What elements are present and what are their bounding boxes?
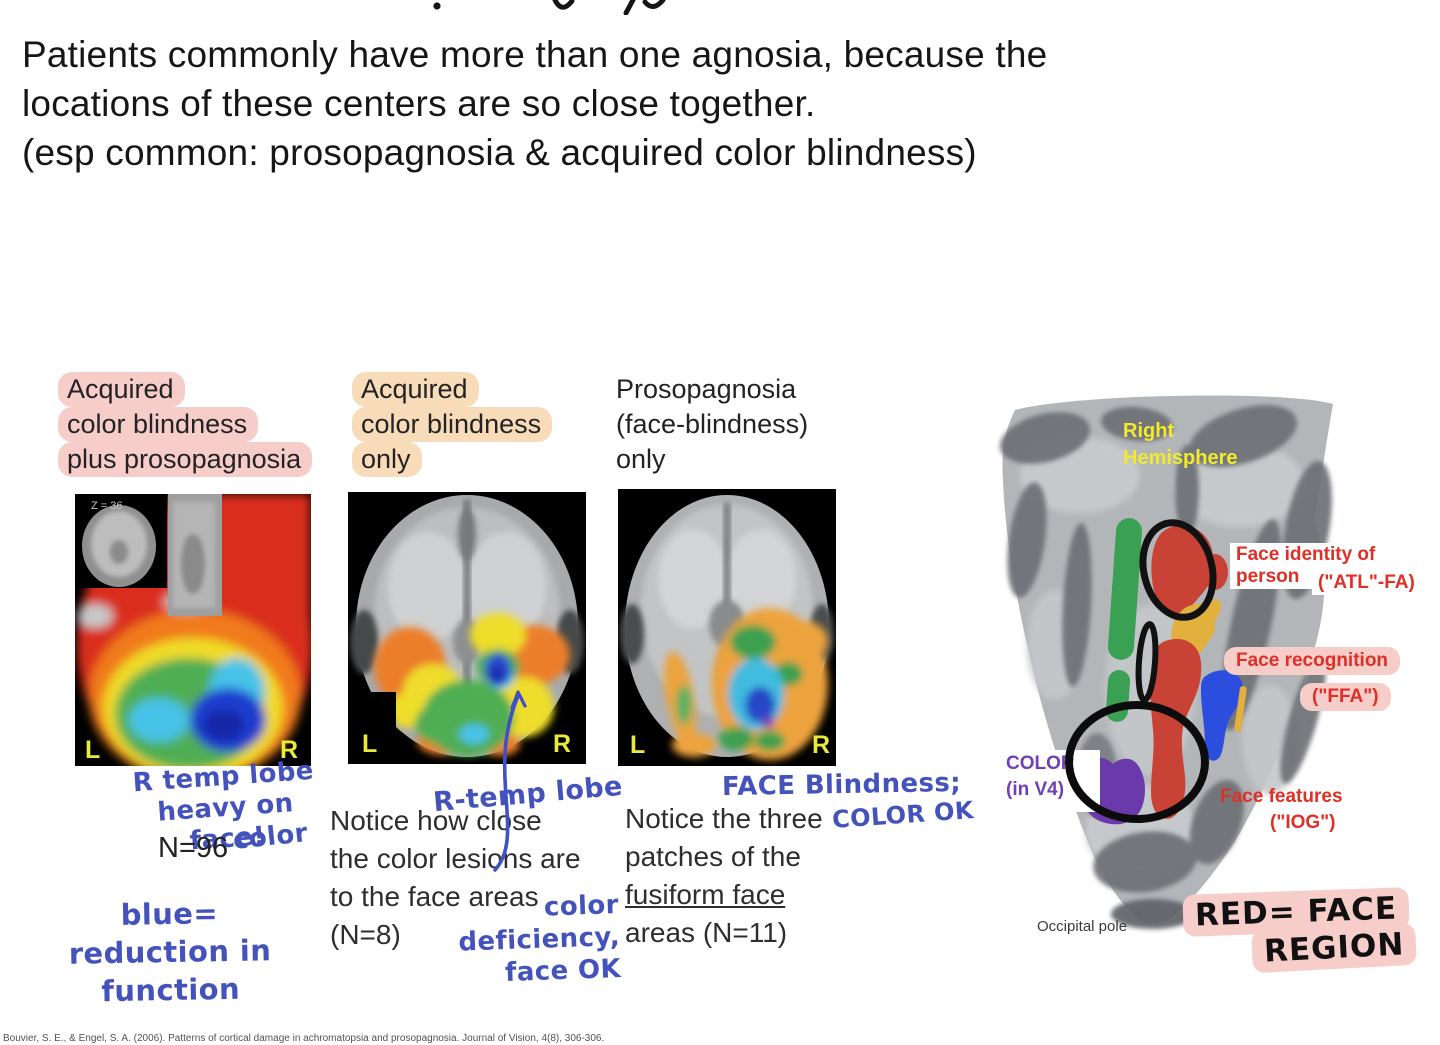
column2-label-line1: Acquired — [352, 372, 479, 407]
column2-label-line2: color blindness — [352, 407, 553, 442]
scan2-right-label: R — [553, 730, 571, 758]
column1-label-line1: Acquired — [58, 372, 185, 407]
color-pathway-green-region-lower — [1105, 670, 1131, 722]
handwritten-note-color-ok: COLOR OK — [831, 796, 975, 834]
black-outline-upper-loop — [1139, 519, 1217, 621]
column3-caption-line4: areas (N=11) — [625, 917, 788, 948]
scan1-left-label: L — [85, 736, 100, 764]
iog-label-line1: Face features — [1220, 786, 1343, 807]
column1-label-line3: plus prosopagnosia — [58, 442, 313, 477]
column2-label-line3: only — [352, 442, 422, 477]
column2-label: Acquired color blindness only — [352, 372, 553, 479]
column2-caption-line4: (N=8) — [330, 919, 401, 950]
handwritten-red-face-region-line2: REGION — [1251, 922, 1418, 974]
handwritten-note-color-deficiency: color deficiency, face OK — [457, 890, 622, 989]
brain-scan-2: L R — [348, 492, 586, 764]
sample-size-1: N=96 — [158, 832, 229, 864]
handwritten-note-blue-legend: blue= reduction in function — [68, 896, 272, 1009]
citation: Bouvier, S. E., & Engel, S. A. (2006). P… — [3, 1033, 605, 1044]
atl-face-area-red-region — [1151, 525, 1214, 614]
black-outline-thin-loop — [1135, 621, 1159, 703]
headline-line-1: Patients commonly have more than one agn… — [22, 34, 1048, 75]
pen-arrow — [493, 690, 527, 872]
scan1-right-label: R — [280, 736, 298, 764]
handwritten-note-color-1: color — [231, 818, 310, 856]
headline-line-2: locations of these centers are so close … — [22, 83, 816, 124]
iog-label-line2: ("IOG") — [1270, 812, 1336, 833]
right-hemisphere-diagram — [999, 395, 1333, 929]
scan2-left-label: L — [362, 730, 377, 758]
column1-label-line2: color blindness — [58, 407, 259, 442]
column3-label-line3: only — [616, 444, 666, 474]
column3-caption: Notice the three patches of the fusiform… — [625, 800, 823, 952]
column3-label-line1: Prosopagnosia — [616, 374, 797, 404]
lesion-overlay-patches — [664, 608, 828, 760]
scan3-right-label: R — [812, 731, 830, 759]
column3-label-line2: (face-blindness) — [616, 409, 809, 439]
column3-caption-line1: Notice the three — [625, 803, 823, 834]
color-v4-label-line2: (in V4) — [1006, 779, 1065, 800]
color-v4-label: COLOR (in V4) — [1000, 750, 1100, 812]
color-pathway-green-region — [1107, 518, 1143, 660]
ffa-label-line2: ("FFA") — [1300, 683, 1391, 711]
handwritten-note-face-blindness: FACE Blindness; — [721, 767, 962, 803]
clipped-handwriting-strokes — [433, 0, 666, 15]
scan3-left-label: L — [630, 731, 645, 759]
grayscale-inset: Z = 36 — [75, 494, 167, 588]
corner-mask — [348, 692, 396, 764]
color-v4-label-line1: COLOR — [1006, 753, 1075, 774]
gray-slab — [168, 494, 222, 616]
column3-caption-line2: patches of the — [625, 841, 801, 872]
brain-scan-1: Z = 36 L R — [75, 494, 311, 766]
column2-caption-line3: to the face areas — [330, 881, 539, 912]
iog-blue-region — [1201, 670, 1244, 761]
atl-label-line2: ("ATL"-FA) — [1312, 571, 1421, 595]
column3-label: Prosopagnosia (face-blindness) only — [616, 374, 808, 479]
column1-label: Acquired color blindness plus prosopagno… — [58, 372, 313, 479]
brain-scan-3: L R — [618, 489, 836, 766]
inset-slice-label: Z = 36 — [91, 500, 123, 512]
column3-caption-line3: fusiform face — [625, 879, 786, 910]
ffa-label-line1: Face recognition — [1224, 647, 1401, 675]
lesion-overlay-patches — [374, 613, 570, 756]
column2-caption-line2: the color lesions are — [330, 843, 581, 874]
right-hemisphere-label: Right Hemisphere — [1123, 420, 1238, 469]
occipital-pole-label: Occipital pole — [1037, 918, 1128, 935]
slide-headline: Patients commonly have more than one agn… — [22, 30, 1417, 177]
headline-line-3: (esp common: prosopagnosia & acquired co… — [22, 132, 977, 173]
